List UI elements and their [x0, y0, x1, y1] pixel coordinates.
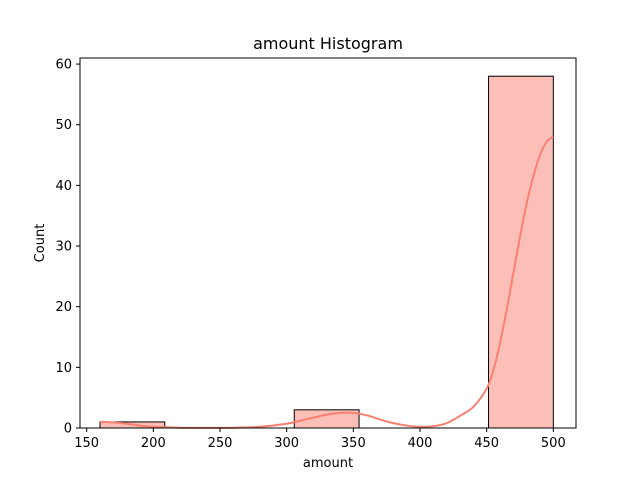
y-tick-label-50: 50	[55, 118, 72, 133]
y-tick-label-10: 10	[55, 361, 72, 376]
chart-title: amount Histogram	[253, 34, 403, 53]
x-tick-label-200: 200	[141, 436, 166, 451]
y-tick-label-0: 0	[64, 422, 72, 437]
x-tick-label-300: 300	[274, 436, 299, 451]
y-tick-label-60: 60	[55, 58, 72, 73]
y-tick-label-30: 30	[55, 240, 72, 255]
x-axis-label: amount	[303, 456, 353, 471]
x-tick-label-250: 250	[208, 436, 233, 451]
y-tick-label-20: 20	[55, 300, 72, 315]
x-tick-label-150: 150	[74, 436, 99, 451]
histogram-bar-6	[488, 75, 554, 429]
ticks-layer: 150 200 250 300 350 400 450 500 0 10 20 30 40 50 60	[55, 58, 565, 451]
bars-layer	[99, 75, 554, 429]
plot-frame	[79, 57, 577, 429]
x-tick-label-450: 450	[474, 436, 499, 451]
y-tick-label-40: 40	[55, 179, 72, 194]
kde-curve	[99, 136, 554, 429]
y-axis-label: Count	[33, 224, 48, 263]
x-tick-label-500: 500	[541, 436, 566, 451]
x-tick-label-400: 400	[408, 436, 433, 451]
x-tick-label-350: 350	[341, 436, 366, 451]
